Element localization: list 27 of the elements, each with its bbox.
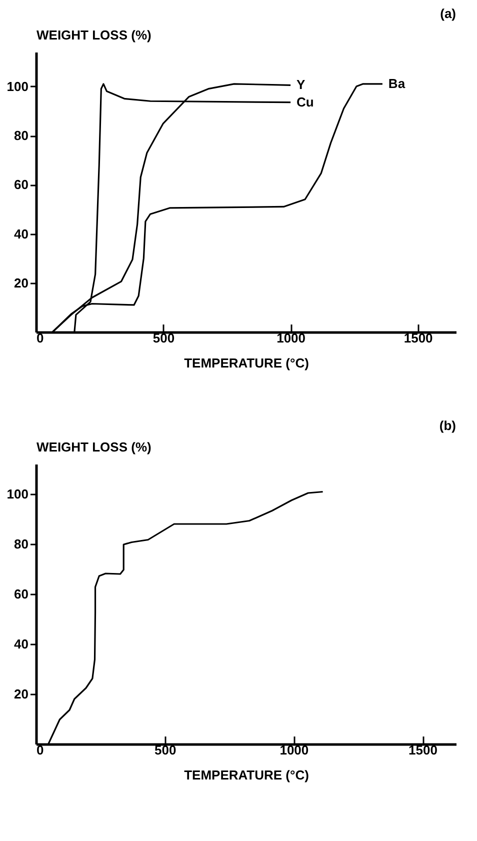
y-tick-label: 100 (6, 78, 28, 94)
x-tick-label: 500 (152, 330, 175, 346)
y-tick-label: 60 (14, 586, 28, 602)
x-tick-label: 1000 (280, 742, 309, 758)
y-tick-label: 80 (14, 536, 28, 552)
y-tick-label: 20 (14, 275, 28, 290)
x-tick-label: 1500 (404, 330, 433, 346)
series-label: Ba (388, 76, 406, 91)
x-axis-title: TEMPERATURE (°C) (184, 356, 309, 370)
series-label: Cu (296, 94, 314, 110)
text: (a) (440, 6, 456, 21)
x-tick-label: 0 (36, 742, 44, 758)
y-tick-label: 40 (14, 226, 28, 242)
y-axis-title: WEIGHT LOSS (%) (36, 440, 152, 454)
x-tick-label: 1500 (408, 742, 438, 758)
x-tick-label: 1000 (276, 330, 306, 346)
y-tick-label: 20 (14, 686, 28, 702)
y-tick-label: 60 (14, 177, 28, 192)
x-tick-label: 0 (36, 330, 44, 346)
y-tick-label: 100 (6, 486, 28, 502)
text: (b) (439, 418, 456, 433)
y-tick-label: 80 (14, 128, 28, 144)
x-axis-title: TEMPERATURE (°C) (184, 768, 309, 782)
x-tick-label: 500 (154, 742, 176, 758)
y-tick-label: 40 (14, 636, 28, 652)
y-axis-title: WEIGHT LOSS (%) (36, 28, 152, 42)
series-label: Y (296, 77, 306, 92)
